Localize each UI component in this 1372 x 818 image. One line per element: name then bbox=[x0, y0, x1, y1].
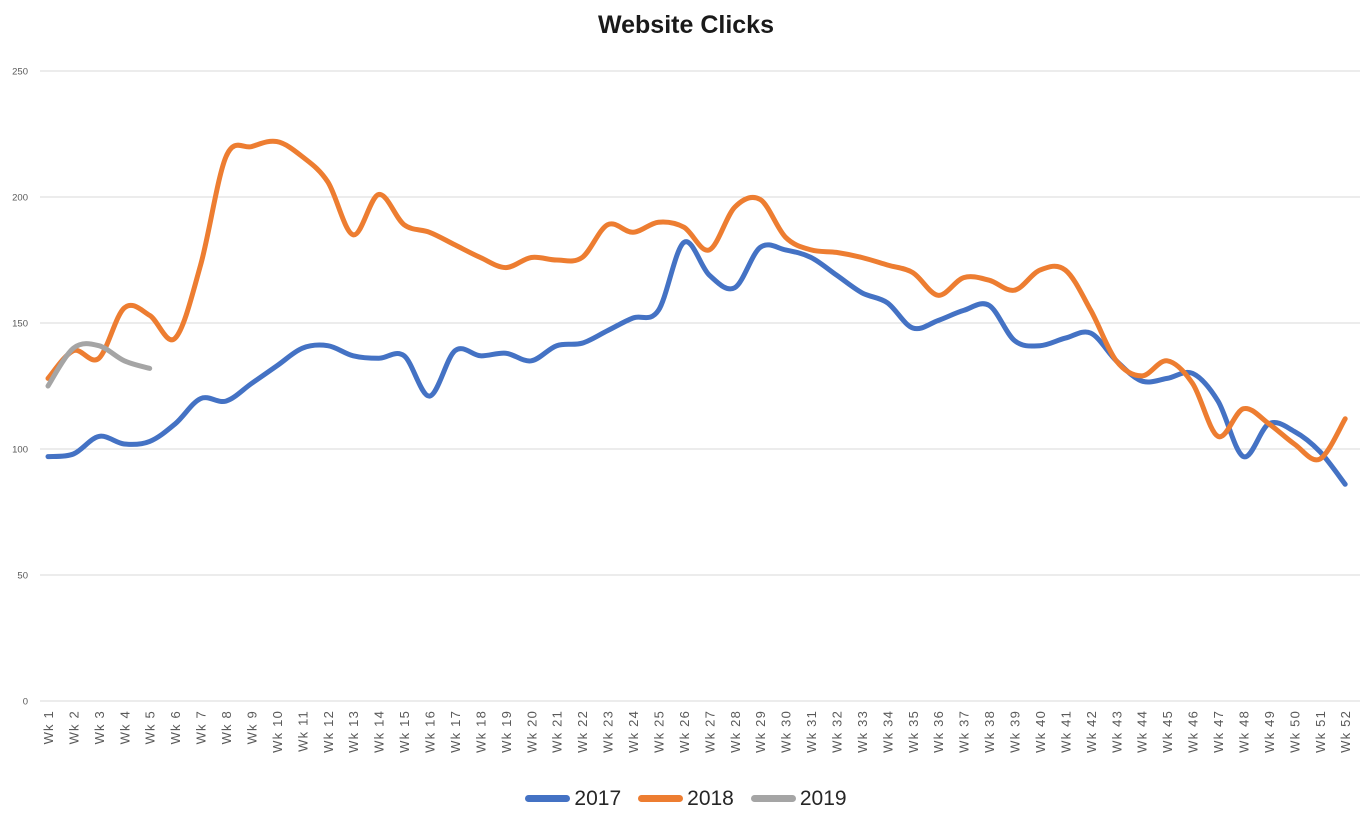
x-tick-label: Wk 10 bbox=[270, 710, 285, 753]
y-tick-label: 50 bbox=[17, 571, 28, 582]
x-tick-label: Wk 30 bbox=[779, 710, 794, 753]
legend-label: 2017 bbox=[574, 786, 622, 810]
x-tick-label: Wk 7 bbox=[194, 710, 209, 744]
x-tick-label: Wk 25 bbox=[651, 710, 666, 753]
x-tick-label: Wk 34 bbox=[880, 710, 895, 753]
x-tick-label: Wk 44 bbox=[1135, 710, 1150, 753]
legend-item-2018: 2018 bbox=[638, 788, 734, 809]
legend-swatch bbox=[750, 794, 796, 802]
y-tick-label: 100 bbox=[12, 445, 28, 456]
x-axis-labels: Wk 1 Wk 2 Wk 3 Wk 4 Wk 5 Wk 6 Wk 7 Wk 8 Wk 9 Wk 1… bbox=[41, 710, 1353, 753]
x-tick-label: Wk 11 bbox=[295, 710, 310, 752]
x-tick-label: Wk 28 bbox=[728, 710, 743, 753]
x-tick-label: Wk 14 bbox=[372, 710, 387, 753]
x-tick-label: Wk 32 bbox=[830, 710, 845, 753]
legend-label: 2019 bbox=[799, 786, 847, 810]
legend-swatch bbox=[525, 794, 571, 802]
x-tick-label: Wk 41 bbox=[1058, 710, 1073, 753]
x-tick-label: Wk 12 bbox=[321, 710, 336, 753]
x-tick-label: Wk 5 bbox=[143, 710, 158, 744]
x-tick-label: Wk 26 bbox=[677, 710, 692, 753]
x-tick-label: Wk 13 bbox=[346, 710, 361, 753]
chart-title: Website Clicks bbox=[597, 11, 774, 39]
legend-item-2017: 2017 bbox=[525, 788, 621, 809]
y-axis-labels: 0 50 100 150 200 250 bbox=[12, 67, 28, 708]
x-tick-label: Wk 15 bbox=[397, 710, 412, 753]
x-tick-label: Wk 17 bbox=[448, 710, 463, 753]
y-tick-label: 250 bbox=[12, 67, 28, 78]
x-tick-label: Wk 23 bbox=[601, 710, 616, 753]
x-tick-label: Wk 39 bbox=[1008, 710, 1023, 753]
series-line-2018 bbox=[45, 138, 1348, 463]
x-tick-label: Wk 6 bbox=[168, 710, 183, 744]
x-tick-label: Wk 37 bbox=[957, 710, 972, 753]
gridlines bbox=[40, 70, 1360, 702]
x-tick-label: Wk 24 bbox=[626, 710, 641, 753]
x-tick-label: Wk 19 bbox=[499, 710, 514, 753]
legend-swatch bbox=[638, 794, 684, 802]
x-tick-label: Wk 46 bbox=[1186, 710, 1201, 753]
x-tick-label: Wk 50 bbox=[1287, 710, 1302, 753]
x-tick-label: Wk 52 bbox=[1338, 710, 1353, 753]
series-line-2019 bbox=[45, 341, 153, 389]
legend-label: 2018 bbox=[687, 786, 734, 810]
x-tick-label: Wk 4 bbox=[117, 710, 132, 744]
x-tick-label: Wk 35 bbox=[906, 710, 921, 753]
x-tick-label: Wk 38 bbox=[982, 710, 997, 753]
x-tick-label: Wk 31 bbox=[804, 710, 819, 753]
x-tick-label: Wk 43 bbox=[1109, 710, 1124, 753]
chart-legend: 2017 2018 2019 bbox=[0, 782, 1372, 814]
x-tick-label: Wk 22 bbox=[575, 710, 590, 753]
x-tick-label: Wk 47 bbox=[1211, 710, 1226, 753]
y-tick-label: 0 bbox=[23, 697, 28, 708]
y-tick-label: 150 bbox=[12, 319, 28, 330]
x-tick-label: Wk 36 bbox=[931, 710, 946, 753]
x-tick-label: Wk 21 bbox=[550, 710, 565, 753]
x-tick-label: Wk 33 bbox=[855, 710, 870, 753]
x-tick-label: Wk 29 bbox=[753, 710, 768, 753]
x-tick-label: Wk 8 bbox=[219, 710, 234, 744]
x-tick-label: Wk 20 bbox=[524, 710, 539, 753]
x-tick-label: Wk 3 bbox=[92, 710, 107, 744]
x-tick-label: Wk 18 bbox=[473, 710, 488, 753]
x-tick-label: Wk 9 bbox=[245, 710, 260, 744]
x-tick-label: Wk 16 bbox=[423, 710, 438, 753]
series-line-2017 bbox=[45, 239, 1348, 487]
x-tick-label: Wk 51 bbox=[1313, 710, 1328, 753]
x-tick-label: Wk 42 bbox=[1084, 710, 1099, 753]
x-tick-label: Wk 48 bbox=[1237, 710, 1252, 753]
x-tick-label: Wk 27 bbox=[702, 710, 717, 753]
x-tick-label: Wk 40 bbox=[1033, 710, 1048, 753]
y-tick-label: 200 bbox=[12, 193, 28, 204]
x-tick-label: Wk 2 bbox=[66, 710, 81, 744]
x-tick-label: Wk 1 bbox=[41, 710, 56, 744]
x-tick-label: Wk 45 bbox=[1160, 710, 1175, 753]
legend-item-2019: 2019 bbox=[750, 786, 847, 810]
x-tick-label: Wk 49 bbox=[1262, 710, 1277, 753]
